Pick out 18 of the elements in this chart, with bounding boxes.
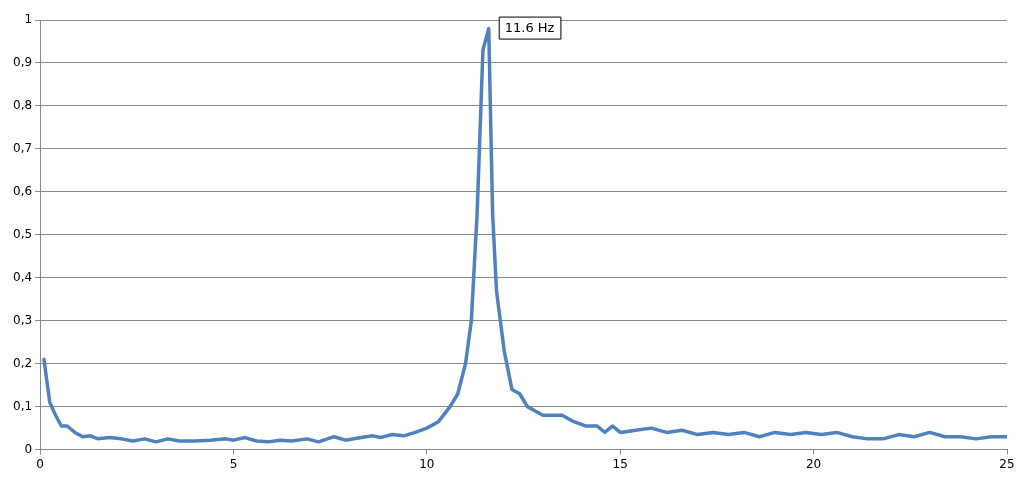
x-tick-label: 15 [612,456,628,471]
y-tick-label: 1 [24,12,33,27]
annotation: 11.6 Hz [504,19,555,35]
y-tick-label: 0 [24,441,33,456]
x-tick-label: 25 [999,456,1015,471]
x-tick-label: 0 [36,456,44,471]
x-tick-label: 10 [419,456,435,471]
y-tick-label: 0,7 [12,141,33,156]
x-tick-label: 5 [229,456,238,471]
y-tick-label: 0,3 [12,312,33,327]
y-tick-label: 0,4 [12,269,33,284]
y-tick-label: 0,9 [12,55,33,70]
y-tick-label: 0,2 [12,355,33,370]
y-tick-label: 0,8 [12,98,33,113]
y-tick-label: 0,1 [12,398,33,413]
y-tick-label: 0,6 [12,183,33,198]
x-tick-label: 20 [805,456,822,471]
y-tick-label: 0,5 [12,226,33,241]
